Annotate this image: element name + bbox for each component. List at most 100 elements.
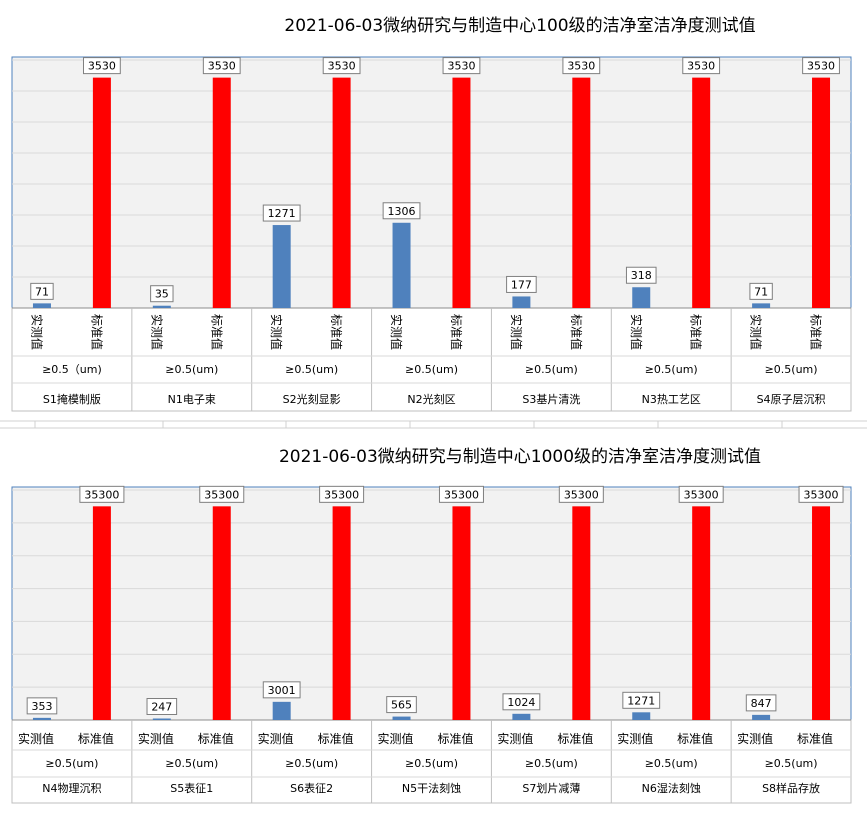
data-label-box — [678, 485, 724, 503]
category-label: N4物理沉积 — [42, 781, 101, 795]
size-tick-label: ≥0.5(um) — [45, 757, 98, 770]
category-label: N3热工艺区 — [642, 393, 701, 406]
bar-measured — [632, 712, 651, 720]
data-label-box — [386, 696, 417, 714]
data-label-box — [506, 275, 537, 293]
data-label: 3530 — [328, 60, 356, 73]
category-label: N2光刻区 — [407, 392, 455, 406]
size-tick-label: ≥0.5(um) — [765, 757, 818, 770]
data-label: 247 — [151, 701, 172, 714]
data-label: 3001 — [268, 684, 296, 697]
data-label: 35 — [155, 288, 169, 301]
data-label-box — [682, 57, 721, 75]
bar-standard — [692, 77, 711, 308]
series-tick-label: 实测值 — [18, 731, 54, 746]
chart-title: 2021-06-03微纳研究与制造中心1000级的洁净室洁净度测试值 — [279, 447, 761, 467]
series-tick-label: 标准值 — [677, 731, 713, 746]
data-label: 3530 — [88, 60, 116, 73]
data-label-box — [802, 57, 840, 75]
category-label: S6表征2 — [290, 781, 333, 795]
series-tick-label: 实测值 — [269, 314, 284, 350]
data-label-box — [146, 698, 178, 716]
data-label: 565 — [391, 699, 412, 712]
bar-measured — [152, 305, 171, 308]
data-label-box — [199, 485, 245, 503]
series-tick-label: 实测值 — [509, 314, 524, 350]
category-label: S5表征1 — [170, 781, 213, 795]
data-label: 847 — [751, 697, 772, 710]
data-label-box — [625, 266, 657, 284]
size-tick-label: ≥0.5(um) — [525, 757, 578, 770]
series-tick-label: 实测值 — [138, 731, 174, 746]
data-label-box — [30, 282, 54, 300]
series-tick-label: 实测值 — [389, 314, 404, 350]
bar-standard — [452, 506, 471, 720]
bar-standard — [812, 77, 831, 308]
category-label: S8样品存放 — [762, 781, 820, 795]
chart-2: 2021-06-03微纳研究与制造中心1000级的洁净室洁净度测试值 353 353… — [11, 447, 852, 804]
bar-measured — [32, 303, 51, 308]
data-label-box — [202, 57, 241, 75]
data-label: 353 — [31, 700, 52, 713]
series-tick-label: 标准值 — [329, 314, 344, 350]
bar-standard — [212, 506, 231, 720]
data-label: 35300 — [204, 488, 239, 501]
data-label: 1306 — [388, 205, 416, 218]
series-tick-label: 标准值 — [318, 731, 354, 746]
x-axis-area — [11, 719, 852, 804]
series-tick-label: 标准值 — [689, 314, 704, 350]
data-label-box — [79, 485, 125, 503]
data-label: 3530 — [447, 60, 475, 73]
data-label: 3530 — [208, 60, 236, 73]
bar-measured — [752, 303, 771, 308]
bar-standard — [332, 506, 351, 720]
size-tick-label: ≥0.5(um) — [285, 363, 338, 376]
bar-measured — [632, 287, 651, 308]
bar-standard — [92, 77, 111, 308]
data-label: 318 — [631, 269, 652, 282]
data-label-box — [438, 485, 484, 503]
bar-measured — [752, 714, 771, 720]
data-label-box — [798, 485, 844, 503]
series-tick-label: 实测值 — [378, 731, 414, 746]
category-label: N6湿法刻蚀 — [642, 781, 701, 795]
size-tick-label: ≥0.5(um) — [165, 757, 218, 770]
series-tick-label: 实测值 — [629, 314, 644, 350]
size-tick-label: ≥0.5(um) — [405, 757, 458, 770]
data-label-box — [442, 57, 481, 75]
series-tick-label: 标准值 — [78, 731, 114, 746]
data-label-box — [562, 57, 601, 75]
bar-measured — [512, 713, 531, 720]
plot-area — [11, 486, 852, 721]
bar-measured — [32, 717, 51, 720]
size-tick-label: ≥0.5(um) — [285, 757, 338, 770]
data-label: 35300 — [684, 488, 719, 501]
size-tick-label: ≥0.5(um) — [405, 363, 458, 376]
data-label: 177 — [511, 278, 532, 291]
series-tick-label: 标准值 — [198, 731, 234, 746]
category-label: N1电子束 — [168, 393, 216, 406]
series-tick-label: 标准值 — [209, 314, 224, 350]
category-label: S2光刻显影 — [283, 392, 341, 406]
data-label: 3530 — [567, 60, 595, 73]
plot-area — [11, 56, 852, 309]
size-tick-label: ≥0.5(um) — [645, 757, 698, 770]
data-label: 3530 — [687, 60, 715, 73]
series-tick-label: 实测值 — [617, 731, 653, 746]
series-tick-label: 标准值 — [809, 314, 824, 350]
data-label-box — [622, 691, 661, 709]
data-label: 1271 — [268, 207, 296, 220]
series-tick-label: 实测值 — [149, 314, 164, 350]
data-label-box — [382, 202, 421, 220]
series-tick-label: 标准值 — [437, 731, 473, 746]
data-label-box — [558, 485, 604, 503]
bar-standard — [212, 77, 231, 308]
x-axis-area — [11, 307, 852, 412]
category-label: S3基片清洗 — [522, 393, 580, 406]
bar-standard — [812, 506, 831, 720]
category-label: S4原子层沉积 — [757, 393, 826, 406]
category-label: N5干法刻蚀 — [402, 781, 461, 795]
data-label-box — [26, 697, 58, 715]
